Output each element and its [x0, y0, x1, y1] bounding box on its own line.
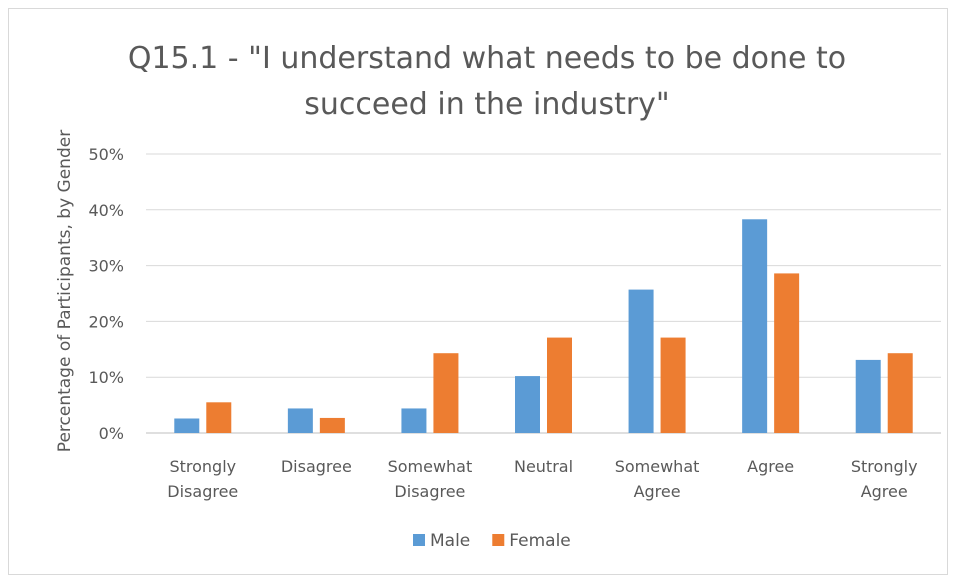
legend: Male Female	[413, 531, 571, 551]
bar-female-2	[433, 353, 459, 433]
bar-female-1	[319, 417, 345, 433]
bar-male-6	[855, 359, 881, 433]
x-tick-label: Agree	[861, 482, 908, 501]
chart-frame: Q15.1 - "I understand what needs to be d…	[8, 8, 948, 575]
x-tick-label: Somewhat	[388, 457, 473, 476]
y-tick-label: 50%	[88, 145, 124, 164]
x-tick-label: Somewhat	[615, 457, 700, 476]
bar-chart: Q15.1 - "I understand what needs to be d…	[55, 41, 941, 551]
bar-female-3	[547, 337, 572, 433]
bar-female-4	[660, 337, 686, 433]
x-tick-label: Disagree	[394, 482, 465, 501]
chart-title: Q15.1 - "I understand what needs to be d…	[128, 41, 846, 122]
gridlines	[146, 153, 941, 434]
legend-swatch-female	[492, 534, 505, 546]
x-tick-label: Disagree	[281, 457, 352, 476]
bar-male-5	[742, 219, 768, 433]
bar-female-5	[774, 273, 800, 433]
y-tick-labels: 0% 10% 20% 30% 40% 50%	[88, 145, 124, 443]
chart-title-line: succeed in the industry"	[304, 87, 669, 122]
x-tick-label: Strongly	[851, 457, 918, 476]
bars	[174, 219, 913, 433]
y-tick-label: 20%	[88, 312, 124, 331]
y-tick-label: 40%	[88, 201, 124, 220]
x-tick-label: Agree	[634, 482, 681, 501]
x-tick-label: Neutral	[514, 457, 573, 476]
y-tick-label: 10%	[88, 368, 124, 387]
x-tick-label: Disagree	[167, 482, 238, 501]
bar-male-0	[174, 418, 200, 433]
bar-male-2	[401, 408, 427, 433]
bar-male-1	[287, 408, 313, 433]
x-tick-label: Strongly	[169, 457, 236, 476]
legend-swatch-male	[413, 534, 425, 546]
x-tick-labels: Strongly Disagree Disagree Somewhat Disagree…	[167, 457, 917, 501]
bar-female-6	[887, 353, 913, 433]
y-axis-title: Percentage of Participants, by Gender	[55, 130, 75, 452]
bar-male-4	[628, 289, 654, 433]
bar-female-0	[206, 402, 232, 433]
chart-title-line: Q15.1 - "I understand what needs to be d…	[128, 41, 846, 76]
legend-label-male: Male	[430, 531, 470, 551]
legend-label-female: Female	[509, 531, 570, 551]
y-tick-label: 0%	[99, 424, 124, 443]
x-tick-label: Agree	[747, 457, 794, 476]
bar-male-3	[515, 376, 540, 433]
y-tick-label: 30%	[88, 257, 124, 276]
